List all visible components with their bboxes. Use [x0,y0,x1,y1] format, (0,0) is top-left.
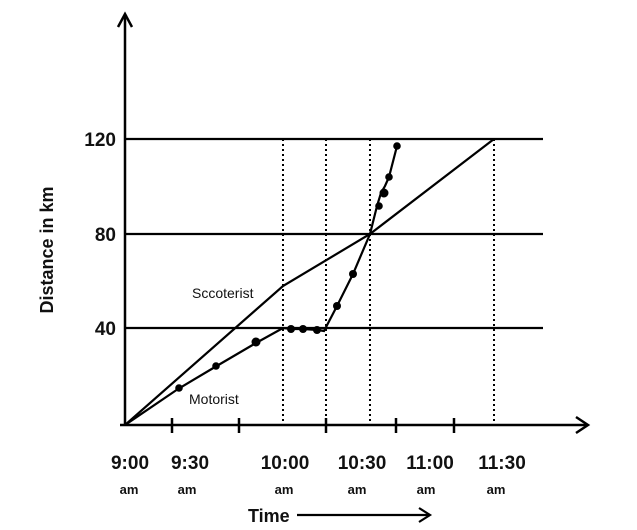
svg-text:am: am [178,482,197,497]
y-tick-label: 120 [84,130,116,151]
y-tick-label: 80 [95,225,116,246]
x-tick-labels: 9:00 am 9:30 am 10:00 am 10:30 am 11:00 … [111,453,526,497]
svg-text:10:00: 10:00 [261,453,310,474]
svg-text:am: am [348,482,367,497]
svg-text:9:00: 9:00 [111,453,149,474]
svg-text:11:30: 11:30 [478,453,526,474]
y-tick-label: 40 [95,319,116,340]
motorist-label: Motorist [189,391,239,407]
x-axis [120,415,591,435]
x-axis-title: Time [248,506,290,526]
y-axis [116,11,134,425]
series-scooterist-line [124,138,495,426]
horizontal-gridlines [125,137,543,330]
x-axis-title-arrow-icon [297,507,433,523]
svg-text:am: am [275,482,294,497]
vertical-dotted-guides [282,139,495,425]
series-motorist-line [124,145,399,426]
y-axis-title: Distance in km [37,186,57,313]
svg-text:am: am [487,482,506,497]
svg-text:am: am [417,482,436,497]
svg-text:9:30: 9:30 [171,453,209,474]
series-motorist-markers [175,142,401,392]
scooterist-label: Sccoterist [192,285,254,301]
svg-text:am: am [120,482,139,497]
svg-text:11:00: 11:00 [406,453,454,474]
svg-text:10:30: 10:30 [338,453,387,474]
